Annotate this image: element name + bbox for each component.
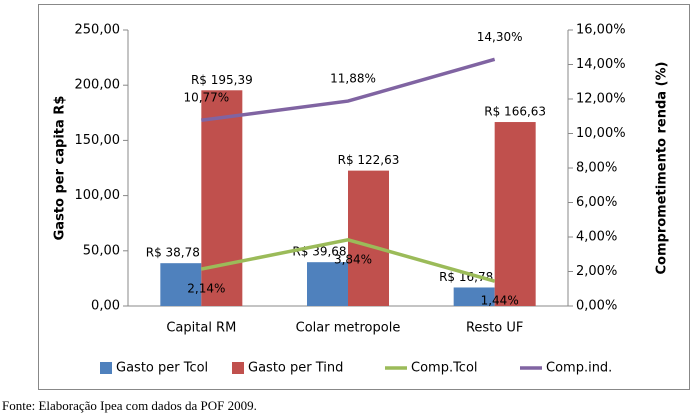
line [200,237,496,283]
y2-tick-label: 12,00% [576,92,626,107]
x-tick-label: Colar metropole [296,321,401,336]
y-axis-title: Gasto per capita R$ [53,96,68,241]
data-label: 14,30% [477,30,523,44]
legend-label: Gasto per Tind [248,361,343,376]
y2-tick-label: 8,00% [576,161,617,176]
y-tick-label: 50,00 [83,243,120,258]
data-label: 1,44% [481,294,519,308]
legend-label: Comp.ind. [546,361,612,376]
data-label: 10,77% [183,91,229,105]
y2-tick-label: 16,00% [576,23,626,38]
y2-tick-label: 2,00% [576,264,617,279]
legend-label: Gasto per Tcol [116,361,208,376]
x-tick-label: Capital RM [166,321,236,336]
y-tick-label: 250,00 [75,23,121,38]
bar [307,262,348,306]
y2-axis-title: Comprometimento renda (%) [655,62,670,275]
legend-swatch [232,362,244,374]
chart: Gasto per capita R$ Comprometimento rend… [38,4,690,390]
chart-frame [38,4,690,390]
data-label: 2,14% [187,282,225,296]
line [201,57,496,122]
data-label: 11,88% [330,72,376,86]
y2-tick-label: 0,00% [576,299,617,314]
data-label: R$ 195,39 [191,73,253,87]
y-tick-label: 200,00 [75,78,121,93]
source-note: Fonte: Elaboração Ipea com dados da POF … [2,398,257,413]
legend-swatch [100,362,112,374]
bar [160,263,202,306]
y2-tick-label: 4,00% [576,230,617,245]
data-label: R$ 38,78 [146,246,200,260]
y-tick-label: 100,00 [75,188,121,203]
data-label: R$ 122,63 [338,153,400,167]
data-label: 3,84% [334,252,372,266]
y-tick-label: 0,00 [91,299,120,314]
y2-tick-label: 14,00% [576,57,626,72]
y-tick-label: 150,00 [75,133,121,148]
bar [494,122,536,306]
y2-tick-label: 10,00% [576,126,626,141]
bar [453,287,495,306]
bar [348,170,389,306]
bar [201,90,243,307]
x-tick-label: Resto UF [466,321,523,336]
y2-tick-label: 6,00% [576,195,617,210]
data-label: R$ 166,63 [484,105,546,119]
legend-label: Comp.Tcol [411,361,478,376]
data-label: R$ 16,78 [439,270,493,284]
